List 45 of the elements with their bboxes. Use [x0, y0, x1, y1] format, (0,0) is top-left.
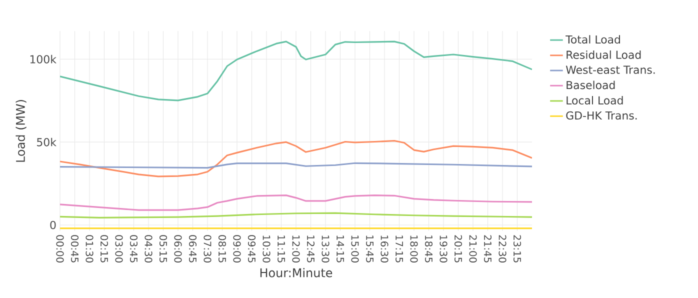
x-tick-label: 11:15 — [278, 236, 285, 262]
x-tick-label: 22:30 — [498, 235, 506, 263]
x-tick-label: 17:15 — [396, 236, 403, 262]
x-tick-label: 00:45 — [70, 235, 79, 262]
x-tick-label: 09:45 — [248, 235, 256, 262]
x-tick-label: 10:30 — [262, 236, 270, 263]
legend-label: Baseload — [566, 80, 615, 90]
x-tick-label: 03:00 — [115, 235, 123, 263]
x-tick-label: 19:30 — [440, 236, 448, 263]
x-tick-label: 00:00 — [56, 235, 64, 263]
line-series — [60, 194, 532, 211]
legend-label: Local Load — [566, 96, 623, 105]
x-tick-label: 21:00 — [469, 235, 477, 263]
x-tick-label: 07:30 — [204, 235, 212, 263]
x-tick-label: 18:00 — [410, 236, 418, 263]
line-series — [60, 40, 532, 102]
x-tick-label: 08:15 — [218, 235, 226, 262]
x-tick-label: 15:45 — [366, 236, 374, 262]
x-tick-label: 02:15 — [100, 235, 108, 262]
legend-label: GD-HK Trans. — [566, 111, 637, 120]
x-tick-label: 16:30 — [380, 236, 388, 263]
y-tick-label: 0 — [50, 220, 56, 230]
x-tick-label: 18:45 — [424, 236, 433, 262]
x-tick-label: 04:30 — [144, 235, 152, 263]
x-tick-label: 05:15 — [159, 235, 168, 262]
x-tick-label: 14:15 — [336, 236, 344, 262]
x-tick-label: 23:15 — [513, 235, 522, 262]
y-tick-label: 50k — [37, 138, 56, 146]
x-axis-title: Hour:Minute — [260, 268, 332, 278]
x-tick-label: 01:30 — [86, 235, 94, 263]
legend-label: Residual Load — [566, 50, 641, 59]
x-tick-label: 06:00 — [174, 235, 182, 263]
x-tick-label: 12:00 — [292, 236, 300, 263]
x-tick-label: 06:45 — [188, 235, 197, 262]
legend-label: Total Load — [566, 35, 620, 44]
x-tick-label: 03:45 — [130, 235, 138, 262]
x-tick-label: 15:00 — [351, 236, 359, 263]
x-tick-label: 21:45 — [484, 235, 492, 262]
x-tick-label: 20:15 — [454, 235, 462, 262]
x-tick-label: 13:30 — [322, 236, 330, 263]
x-tick-label: 12:45 — [306, 236, 315, 262]
x-tick-label: 09:00 — [233, 235, 241, 263]
y-axis-title: Load (MW) — [16, 100, 26, 162]
legend-label: West-east Trans. — [566, 66, 655, 74]
y-tick-label: 100k — [30, 54, 56, 64]
